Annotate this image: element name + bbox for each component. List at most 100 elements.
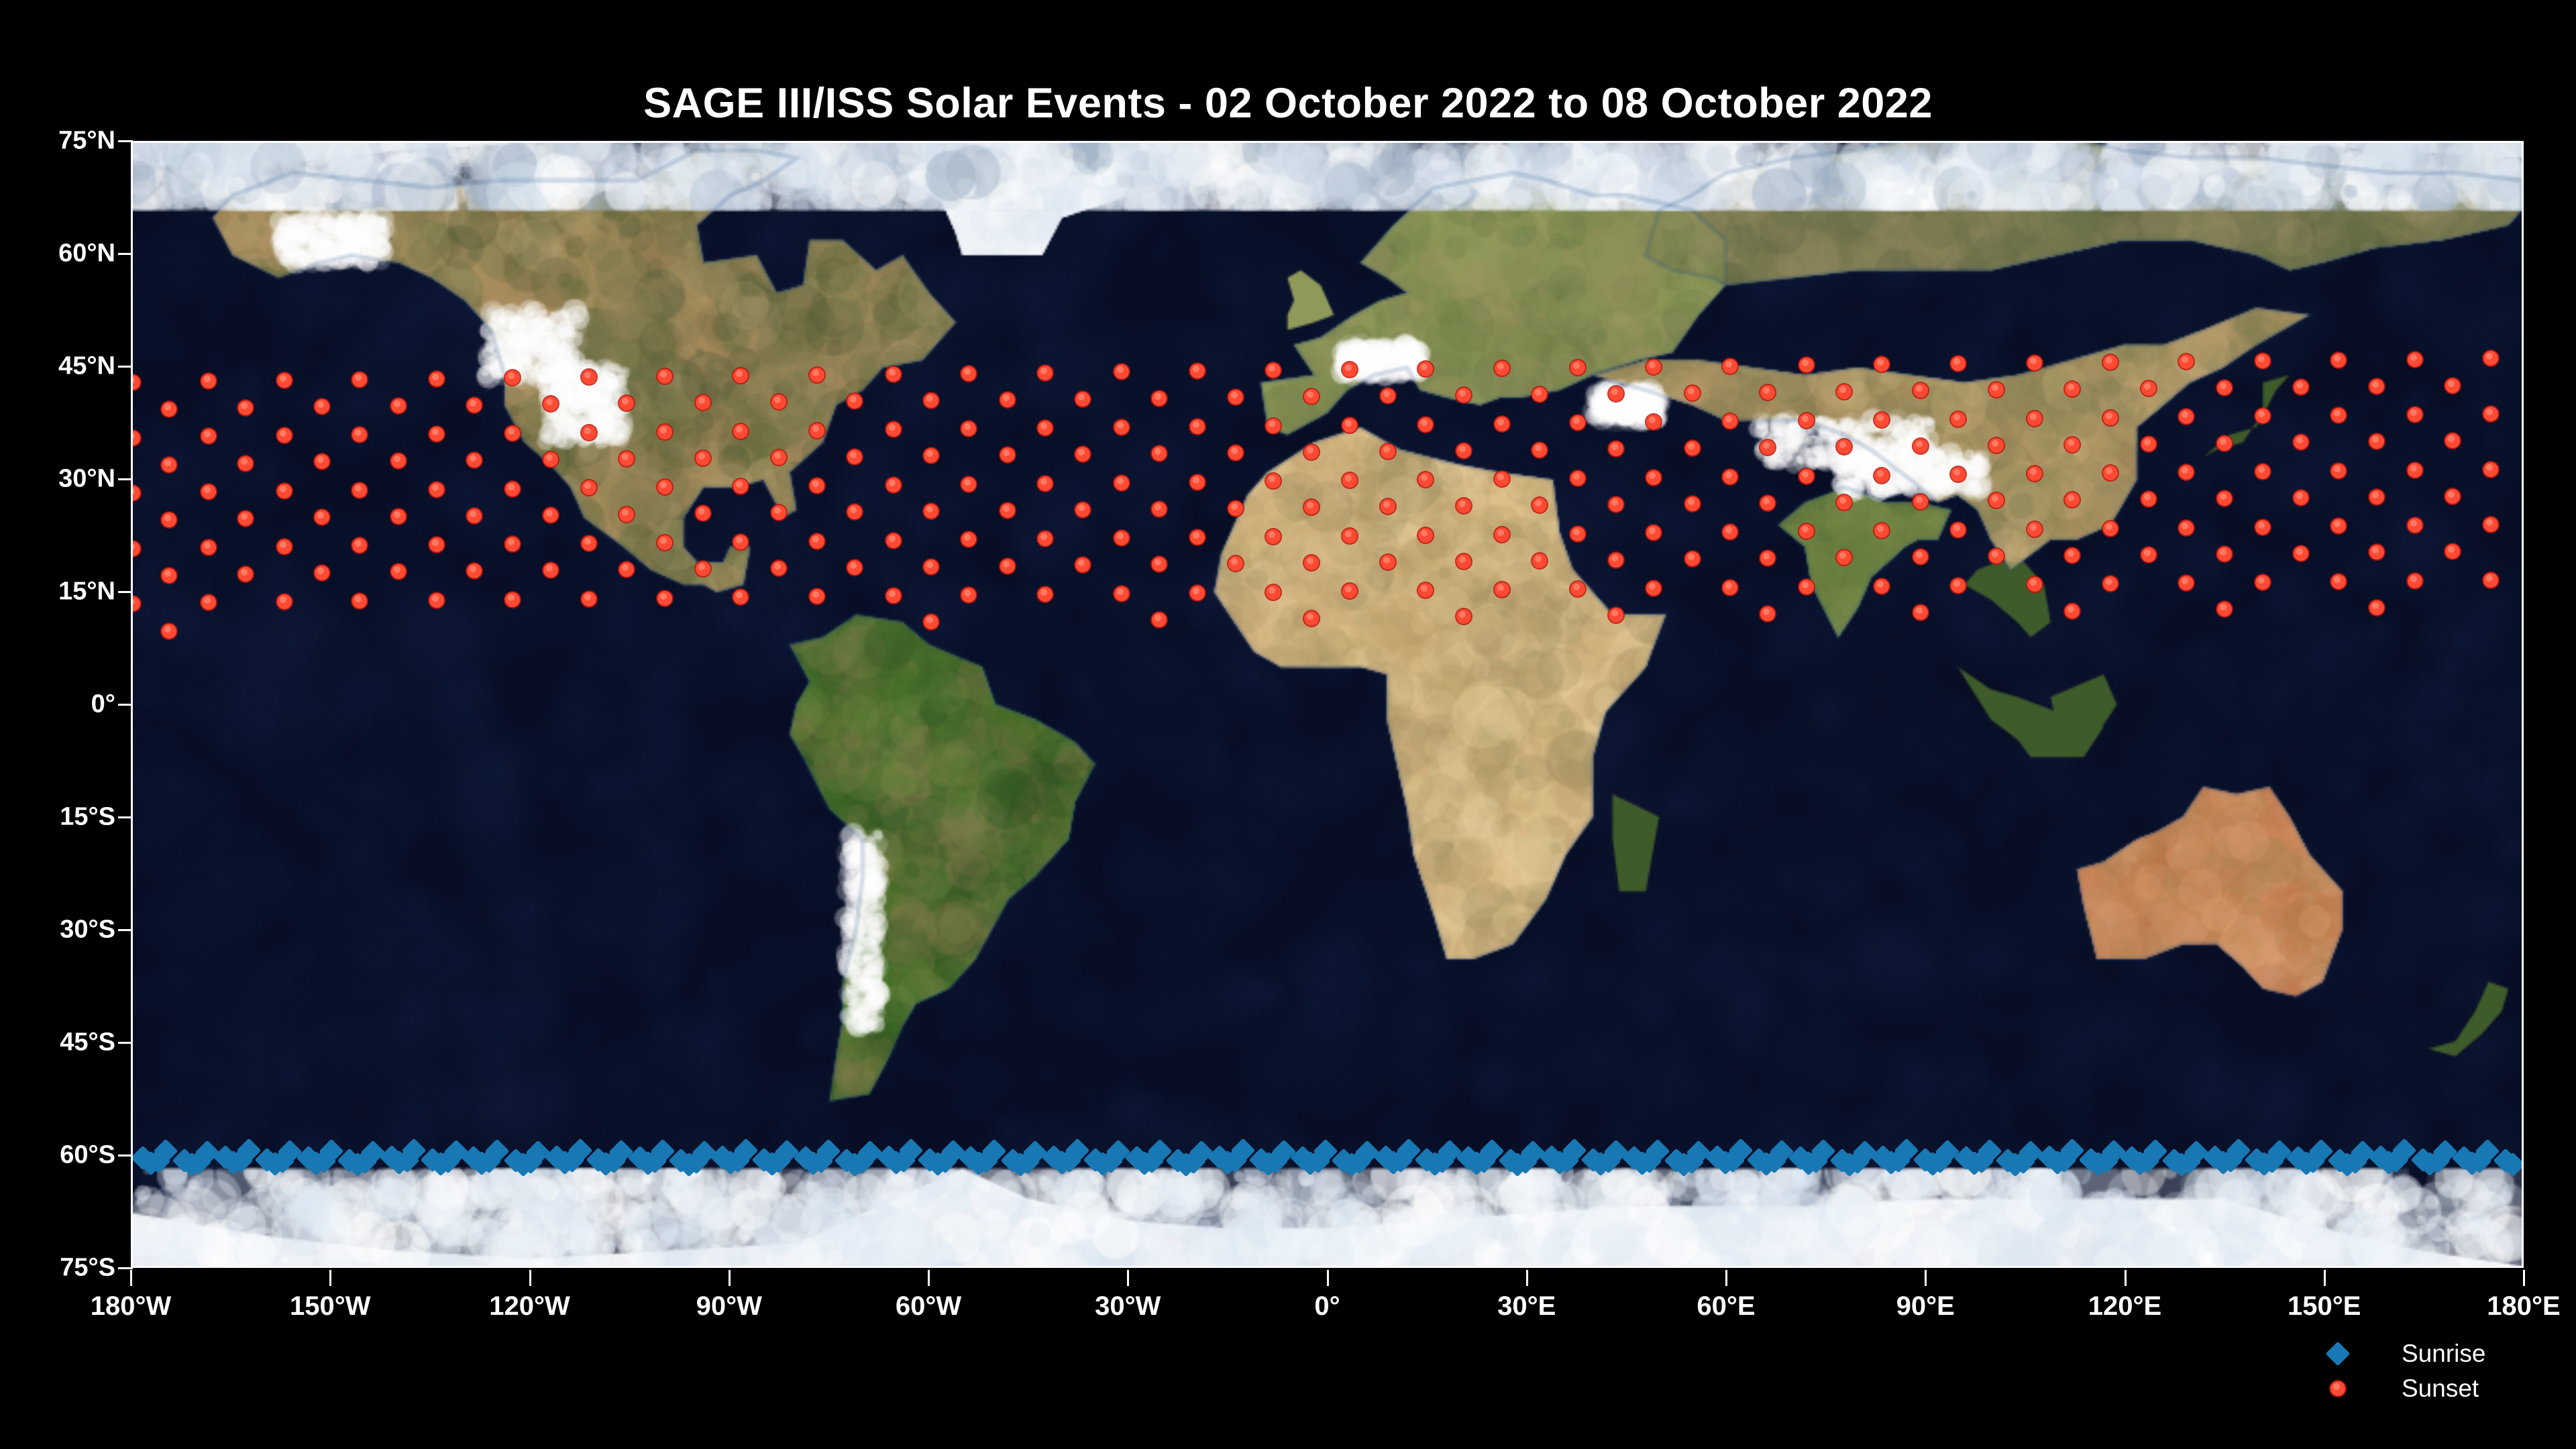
- sunset-event-marker: [1685, 441, 1700, 455]
- sunset-event-marker: [1342, 473, 1357, 488]
- sunset-event-marker: [2141, 547, 2156, 562]
- longitude-tick-label: 30°E: [1497, 1291, 1556, 1322]
- sunset-event-marker: [1723, 525, 1737, 539]
- sunset-event-marker: [810, 423, 824, 438]
- sunset-event-marker: [2294, 546, 2308, 561]
- sunset-event-marker: [582, 480, 596, 495]
- sunset-event-marker: [543, 452, 558, 467]
- sunset-event-marker: [1532, 387, 1547, 402]
- sunset-event-marker: [886, 367, 901, 382]
- sunset-event-marker: [201, 484, 216, 499]
- latitude-tick-label: 60°N: [58, 239, 115, 268]
- sunset-event-marker: [1381, 388, 1395, 403]
- sunset-event-marker: [1304, 389, 1319, 404]
- sunset-event-marker: [505, 370, 520, 385]
- sunset-event-marker: [2445, 489, 2460, 504]
- sunset-event-marker: [1989, 493, 2004, 508]
- sunset-event-marker: [1190, 475, 1205, 490]
- longitude-tick-label: 90°W: [696, 1291, 762, 1322]
- sunset-event-marker: [429, 372, 444, 386]
- sunset-event-marker: [2369, 379, 2384, 394]
- sunset-event-marker: [467, 564, 482, 578]
- sunset-event-marker: [1456, 388, 1471, 402]
- sunset-event-marker: [696, 506, 710, 521]
- sunset-event-marker: [1418, 362, 1433, 376]
- sunset-event-marker: [1799, 413, 1814, 428]
- sunset-event-marker: [1456, 443, 1471, 458]
- sunset-event-marker: [2103, 411, 2118, 425]
- latitude-tick-label: 30°S: [60, 916, 115, 945]
- sunset-event-marker: [2255, 520, 2270, 535]
- sunset-event-marker: [201, 540, 216, 555]
- sunset-event-marker: [1075, 392, 1090, 407]
- sunset-event-marker: [961, 477, 976, 492]
- sunset-event-marker: [847, 504, 862, 519]
- sunset-event-marker: [1418, 583, 1433, 598]
- sunset-event-marker: [2179, 465, 2194, 480]
- longitude-tick-label: 150°W: [290, 1291, 371, 1322]
- longitude-tick: [529, 1270, 531, 1286]
- longitude-tick-label: 120°W: [489, 1291, 570, 1322]
- sunset-event-marker: [1532, 498, 1547, 513]
- sunset-event-marker: [1228, 501, 1243, 516]
- sunset-event-marker: [696, 451, 710, 466]
- longitude-tick: [329, 1270, 331, 1286]
- sunset-event-marker: [1075, 502, 1090, 517]
- sunset-event-marker: [2331, 408, 2346, 423]
- longitude-tick-label: 180°E: [2487, 1291, 2560, 1322]
- longitude-tick: [2523, 1270, 2525, 1286]
- latitude-tick-label: 15°S: [60, 803, 115, 832]
- sunset-event-marker: [162, 513, 176, 527]
- sunset-event-marker: [162, 624, 176, 639]
- sunset-event-marker: [924, 614, 938, 629]
- sunset-event-marker: [1114, 476, 1129, 490]
- sunset-event-marker: [1304, 555, 1319, 570]
- latitude-tick-label: 15°N: [58, 578, 115, 606]
- sunset-event-marker: [1038, 587, 1053, 602]
- longitude-tick: [729, 1270, 731, 1286]
- sunset-event-marker: [2217, 547, 2232, 561]
- sunset-event-marker: [1190, 586, 1205, 600]
- sunset-event-marker: [2027, 466, 2042, 481]
- sunset-event-marker: [2217, 602, 2232, 616]
- sunset-event-marker: [1190, 364, 1205, 378]
- sunset-event-marker: [1609, 386, 1623, 401]
- latitude-tick: [118, 140, 133, 142]
- sunset-event-marker: [2408, 407, 2422, 422]
- legend-label-sunset: Sunset: [2402, 1375, 2479, 1403]
- latitude-tick: [118, 816, 133, 818]
- latitude-tick: [118, 253, 133, 255]
- sunset-event-marker: [543, 563, 558, 578]
- sunset-event-marker: [1266, 474, 1281, 488]
- sunset-event-marker: [1114, 364, 1129, 379]
- sunset-event-marker: [2445, 433, 2460, 448]
- sunset-event-marker: [2255, 575, 2270, 590]
- sunset-event-marker: [1075, 557, 1090, 572]
- sunset-marker-icon: [2330, 1381, 2345, 1396]
- sunset-event-marker: [1418, 528, 1433, 543]
- sunset-event-marker: [1456, 498, 1471, 513]
- sunset-event-marker: [1495, 417, 1509, 431]
- legend-item-sunrise: Sunrise: [2301, 1338, 2569, 1369]
- sunset-event-marker: [1000, 559, 1015, 574]
- solar-events-map-figure: SAGE III/ISS Solar Events - 02 October 2…: [0, 0, 2576, 1449]
- sunset-event-marker: [2027, 411, 2042, 426]
- sunset-event-marker: [1228, 445, 1243, 460]
- sunset-event-marker: [1190, 419, 1205, 434]
- sunset-event-marker: [2179, 576, 2194, 590]
- latitude-tick-label: 60°S: [60, 1141, 115, 1170]
- latitude-tick-label: 0°: [91, 690, 115, 719]
- sunset-event-marker: [810, 368, 824, 382]
- sunset-event-marker: [1951, 467, 1966, 482]
- sunset-event-marker: [352, 427, 367, 442]
- sunset-event-marker: [2369, 545, 2384, 559]
- sunset-event-marker: [2027, 356, 2042, 370]
- sunset-event-marker: [1609, 608, 1623, 623]
- sunset-event-marker: [1381, 499, 1395, 514]
- sunset-event-marker: [1228, 390, 1243, 405]
- sunset-event-marker: [810, 534, 824, 549]
- sunset-event-marker: [2369, 600, 2384, 615]
- sunset-event-marker: [1038, 531, 1053, 546]
- sunset-event-marker: [2255, 409, 2270, 423]
- sunset-event-marker: [1989, 549, 2004, 564]
